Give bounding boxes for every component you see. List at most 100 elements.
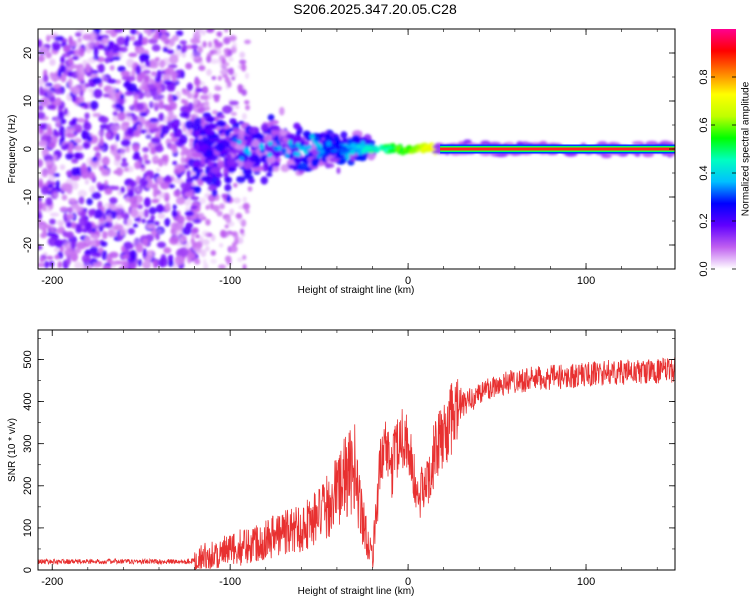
spectrogram-cell xyxy=(113,141,118,151)
spectrogram-cell xyxy=(59,222,64,230)
spectrogram-cell xyxy=(38,55,45,63)
spectrogram-cell xyxy=(279,129,287,137)
spectrogram-cell xyxy=(190,51,201,61)
x-tick-label: 100 xyxy=(577,576,595,588)
spectrogram-cell xyxy=(123,227,128,235)
spectrogram-cell xyxy=(127,180,138,188)
spectrogram-cell xyxy=(241,63,247,72)
spectrogram-cell xyxy=(218,114,225,119)
spectrogram-cell xyxy=(193,159,202,168)
spectrogram-cell xyxy=(38,39,42,48)
spectrogram-cell xyxy=(159,132,165,139)
spectrogram-cell xyxy=(215,42,224,47)
spectrogram-cell xyxy=(102,93,110,98)
spectrogram-cell xyxy=(49,212,60,217)
spectrogram-cell xyxy=(159,181,170,190)
spectrogram-heat-layer xyxy=(38,29,675,269)
spectrogram-cell xyxy=(237,83,244,92)
spectrogram-cell xyxy=(155,168,161,173)
spectrogram-cell xyxy=(235,212,243,220)
spectrogram-cell xyxy=(51,41,61,52)
spectrogram-cell xyxy=(104,188,113,195)
spectrogram-cell xyxy=(91,191,102,200)
spectrogram-cell xyxy=(127,188,135,198)
spectrogram-cell xyxy=(73,124,83,134)
spectrogram-cell xyxy=(226,49,233,57)
spectrogram-cell xyxy=(111,95,117,104)
spectrogram-cell xyxy=(252,155,261,163)
spectrogram-cell xyxy=(221,105,233,114)
spectrogram-cell xyxy=(167,117,173,122)
spectrogram-cell xyxy=(168,260,174,267)
spectrogram-cell xyxy=(81,254,91,264)
spectrogram-cell xyxy=(112,56,121,61)
spectrogram-cell xyxy=(59,164,66,171)
y-tick-label: 400 xyxy=(22,392,34,410)
spectrogram-cell xyxy=(379,144,384,151)
spectrogram-cell xyxy=(285,133,296,139)
spectrogram-cell xyxy=(107,213,112,223)
spectrogram-cell xyxy=(106,78,117,84)
spectrogram-cell xyxy=(115,133,120,142)
spectrogram-cell xyxy=(119,94,125,100)
spectrogram-cell xyxy=(111,43,120,54)
spectrogram-cell xyxy=(42,228,47,235)
spectrogram-cell xyxy=(190,196,200,201)
spectrogram-cell xyxy=(206,29,215,34)
spectrogram-cell xyxy=(75,225,83,234)
spectrogram-cell xyxy=(175,30,184,37)
spectrogram-cell xyxy=(321,157,327,163)
spectrogram-cell xyxy=(64,248,74,257)
spectrogram-cell xyxy=(78,95,85,104)
spectrogram-cell xyxy=(135,102,145,111)
spectrogram-cell xyxy=(48,174,56,182)
spectrogram-cell xyxy=(191,175,200,181)
spectrogram-cell xyxy=(214,142,225,152)
spectrogram-cell xyxy=(124,217,133,227)
spectrogram-cell xyxy=(210,250,217,256)
spectrogram-cell xyxy=(399,147,405,152)
spectrogram-cell xyxy=(246,135,253,145)
y-tick-label: -10 xyxy=(22,189,34,205)
spectrogram-cell xyxy=(211,189,218,197)
figure-title: S206.2025.347.20.05.C28 xyxy=(293,1,457,17)
spectrogram-cell xyxy=(270,130,280,137)
spectrogram-cell xyxy=(55,180,60,190)
y-tick-label: 300 xyxy=(22,435,34,453)
spectrogram-cell xyxy=(293,151,299,157)
spectrogram-cell xyxy=(74,152,80,160)
spectrogram-cell xyxy=(118,266,127,269)
spectrogram-cell xyxy=(239,59,247,65)
spectrogram-cell xyxy=(164,68,171,75)
spectrogram-cell xyxy=(181,52,187,58)
spectrogram-cell xyxy=(174,47,182,58)
spectrogram-cell xyxy=(150,101,160,107)
spectrogram-cell xyxy=(237,257,243,263)
spectrogram-cell xyxy=(43,154,54,163)
spectrogram-cell xyxy=(78,216,88,227)
spectrogram-cell xyxy=(351,134,361,144)
spectrogram-cell xyxy=(205,149,213,158)
spectrogram-cell xyxy=(38,181,44,189)
spectrogram-cell xyxy=(78,47,85,57)
spectrogram-cell xyxy=(114,204,124,214)
spectrogram-cell xyxy=(172,160,178,166)
spectrogram-cell xyxy=(232,137,238,143)
spectrogram-cell xyxy=(314,141,320,147)
spectrogram-cell xyxy=(132,223,139,228)
spectrogram-cell xyxy=(293,122,301,130)
spectrogram-cell xyxy=(191,44,199,50)
spectrogram-cell xyxy=(113,158,121,167)
y-tick-label: 500 xyxy=(22,350,34,368)
spectrogram-cell xyxy=(217,160,225,169)
spectrogram-cell xyxy=(281,143,287,149)
x-tick-label: -200 xyxy=(41,275,63,287)
spectrogram-cell xyxy=(202,238,210,246)
spectrogram-cell xyxy=(115,125,124,130)
spectrogram-cell xyxy=(71,158,79,164)
spectrogram-cell xyxy=(50,224,56,233)
spectrogram-cell xyxy=(77,37,82,43)
spectrogram-cell xyxy=(210,166,221,174)
spectrogram-cell xyxy=(49,58,56,66)
spectrogram-cell xyxy=(149,29,155,37)
